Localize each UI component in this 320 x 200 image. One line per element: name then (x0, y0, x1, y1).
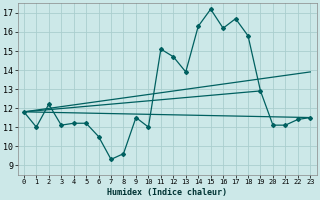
X-axis label: Humidex (Indice chaleur): Humidex (Indice chaleur) (107, 188, 227, 197)
